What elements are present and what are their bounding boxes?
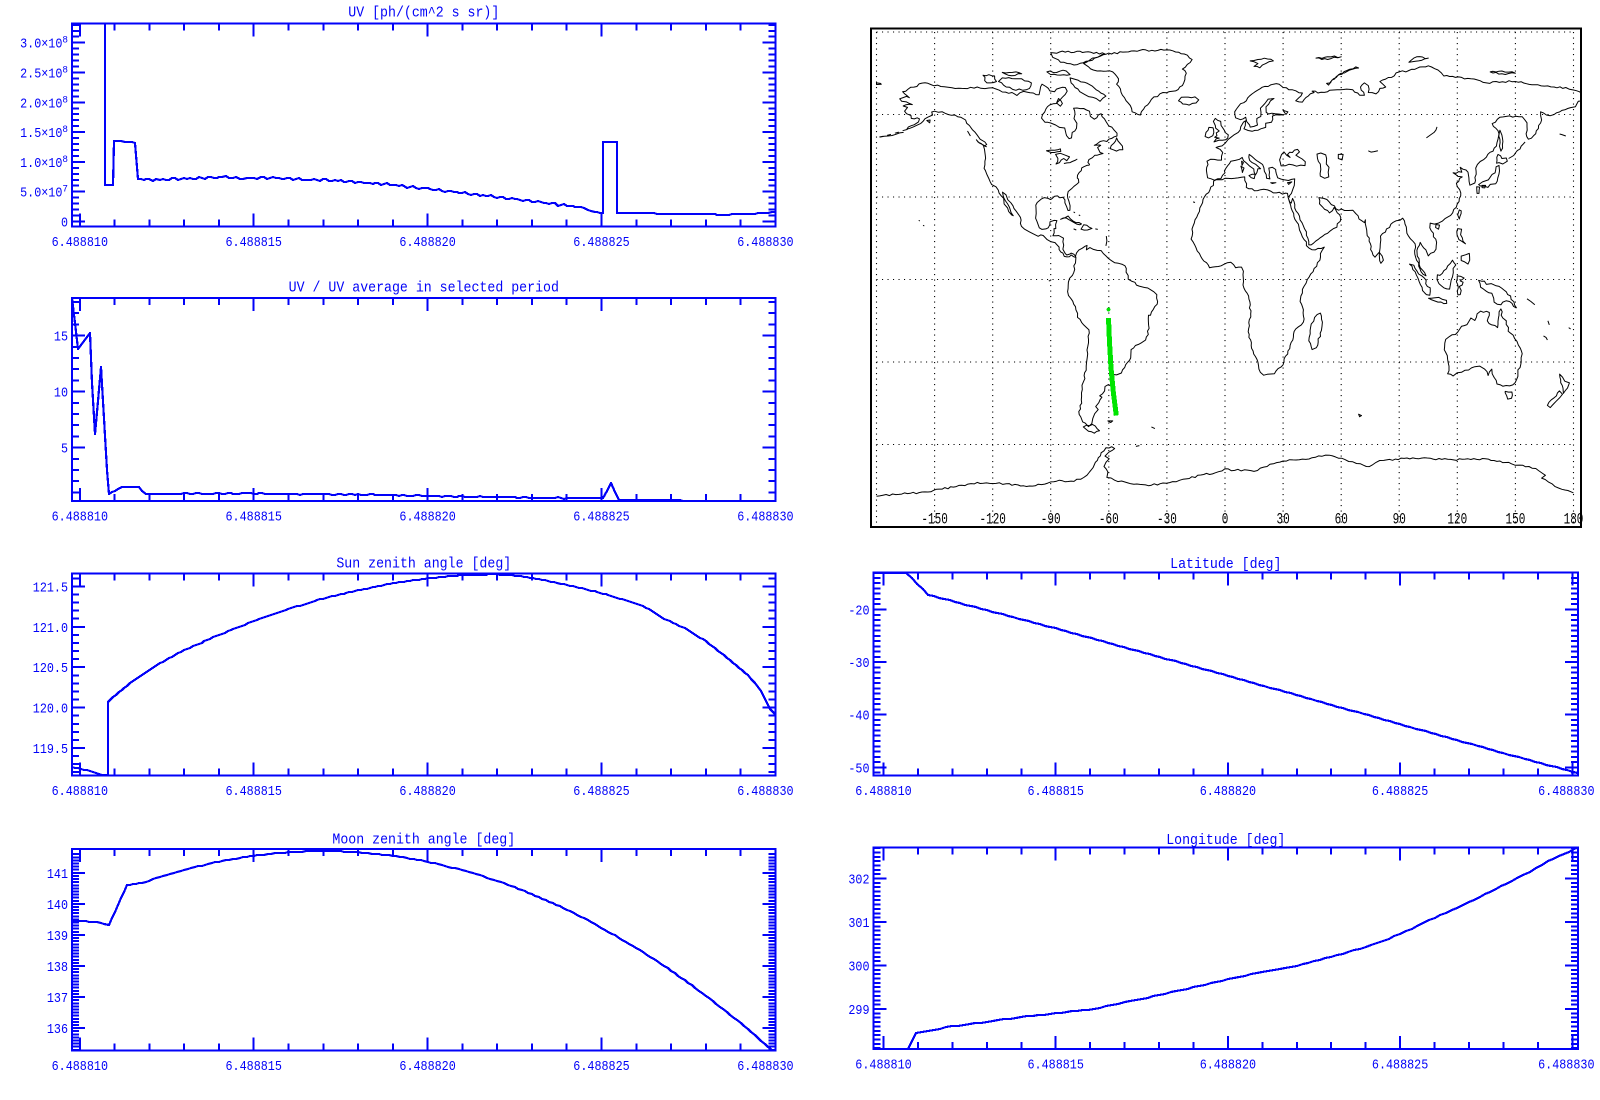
svg-text:8: 8	[62, 155, 68, 166]
svg-text:2.0×10: 2.0×10	[20, 96, 62, 112]
svg-text:120.5: 120.5	[33, 661, 68, 677]
svg-text:-150: -150	[921, 511, 947, 529]
svg-text:119.5: 119.5	[33, 742, 68, 758]
svg-text:60: 60	[1335, 511, 1348, 529]
svg-text:150: 150	[1506, 511, 1526, 529]
svg-text:-40: -40	[848, 709, 869, 725]
svg-text:90: 90	[1393, 511, 1406, 529]
svg-text:139: 139	[47, 929, 68, 945]
svg-text:6.488830: 6.488830	[1538, 784, 1594, 800]
svg-text:8: 8	[62, 66, 68, 77]
svg-text:Latitude [deg]: Latitude [deg]	[1170, 556, 1281, 573]
svg-text:6.488825: 6.488825	[1372, 784, 1428, 800]
svg-text:6.488815: 6.488815	[226, 509, 282, 525]
svg-text:6.488810: 6.488810	[855, 784, 911, 800]
svg-text:7: 7	[62, 185, 68, 196]
svg-text:6.488825: 6.488825	[573, 509, 629, 525]
svg-text:-90: -90	[1041, 511, 1061, 529]
svg-text:6.488815: 6.488815	[226, 784, 282, 800]
svg-text:6.488810: 6.488810	[52, 784, 108, 800]
svg-text:1.5×10: 1.5×10	[20, 126, 62, 142]
svg-text:5.0×10: 5.0×10	[20, 186, 62, 202]
svg-text:Moon zenith angle [deg]: Moon zenith angle [deg]	[332, 832, 515, 849]
svg-text:6.488820: 6.488820	[1200, 784, 1256, 800]
svg-text:30: 30	[1277, 511, 1290, 529]
svg-text:300: 300	[848, 960, 869, 976]
svg-text:8: 8	[62, 125, 68, 136]
svg-text:0: 0	[1222, 511, 1229, 529]
svg-text:Sun zenith angle [deg]: Sun zenith angle [deg]	[336, 556, 511, 573]
svg-text:6.488820: 6.488820	[399, 509, 455, 525]
svg-text:Longitude [deg]: Longitude [deg]	[1166, 832, 1285, 849]
svg-text:140: 140	[47, 898, 68, 914]
svg-text:6.488830: 6.488830	[1538, 1058, 1594, 1074]
svg-text:6.488815: 6.488815	[1028, 1058, 1084, 1074]
svg-text:6.488830: 6.488830	[737, 509, 793, 525]
svg-text:136: 136	[47, 1022, 68, 1038]
svg-text:180: 180	[1564, 511, 1584, 529]
svg-text:1.0×10: 1.0×10	[20, 156, 62, 172]
svg-text:120: 120	[1447, 511, 1467, 529]
svg-text:141: 141	[47, 867, 68, 883]
svg-text:8: 8	[62, 36, 68, 47]
svg-text:302: 302	[848, 873, 869, 889]
svg-text:8: 8	[62, 95, 68, 106]
svg-text:301: 301	[848, 916, 869, 932]
svg-text:0: 0	[61, 216, 68, 232]
svg-text:3.0×10: 3.0×10	[20, 37, 62, 53]
svg-text:5: 5	[61, 442, 68, 458]
svg-text:-20: -20	[848, 604, 869, 620]
svg-text:-60: -60	[1099, 511, 1119, 529]
svg-text:-120: -120	[980, 511, 1006, 529]
svg-text:6.488830: 6.488830	[737, 235, 793, 251]
svg-text:-50: -50	[848, 761, 869, 777]
svg-text:6.488830: 6.488830	[737, 1059, 793, 1075]
svg-text:137: 137	[47, 991, 68, 1007]
svg-text:6.488825: 6.488825	[573, 784, 629, 800]
svg-text:6.488825: 6.488825	[573, 1059, 629, 1075]
svg-text:6.488810: 6.488810	[52, 1059, 108, 1075]
svg-text:6.488815: 6.488815	[226, 1059, 282, 1075]
svg-text:6.488820: 6.488820	[1200, 1058, 1256, 1074]
svg-text:UV [ph/(cm^2 s sr)]: UV [ph/(cm^2 s sr)]	[348, 5, 499, 22]
svg-text:15: 15	[54, 330, 68, 346]
svg-text:6.488815: 6.488815	[226, 235, 282, 251]
svg-text:6.488810: 6.488810	[855, 1058, 911, 1074]
svg-text:10: 10	[54, 386, 68, 402]
svg-text:121.5: 121.5	[33, 580, 68, 596]
svg-text:-30: -30	[1157, 511, 1177, 529]
svg-text:6.488820: 6.488820	[399, 784, 455, 800]
svg-text:-30: -30	[848, 656, 869, 672]
svg-text:121.0: 121.0	[33, 621, 68, 637]
svg-text:6.488810: 6.488810	[52, 235, 108, 251]
svg-text:6.488825: 6.488825	[1372, 1058, 1428, 1074]
svg-text:299: 299	[848, 1003, 869, 1019]
svg-text:6.488810: 6.488810	[52, 509, 108, 525]
svg-text:6.488820: 6.488820	[399, 235, 455, 251]
svg-text:6.488820: 6.488820	[399, 1059, 455, 1075]
svg-text:6.488830: 6.488830	[737, 784, 793, 800]
svg-text:6.488825: 6.488825	[573, 235, 629, 251]
svg-text:120.0: 120.0	[33, 702, 68, 718]
svg-text:2.5×10: 2.5×10	[20, 67, 62, 83]
svg-text:138: 138	[47, 960, 68, 976]
svg-text:6.488815: 6.488815	[1028, 784, 1084, 800]
svg-text:UV / UV average in selected pe: UV / UV average in selected period	[289, 280, 559, 297]
